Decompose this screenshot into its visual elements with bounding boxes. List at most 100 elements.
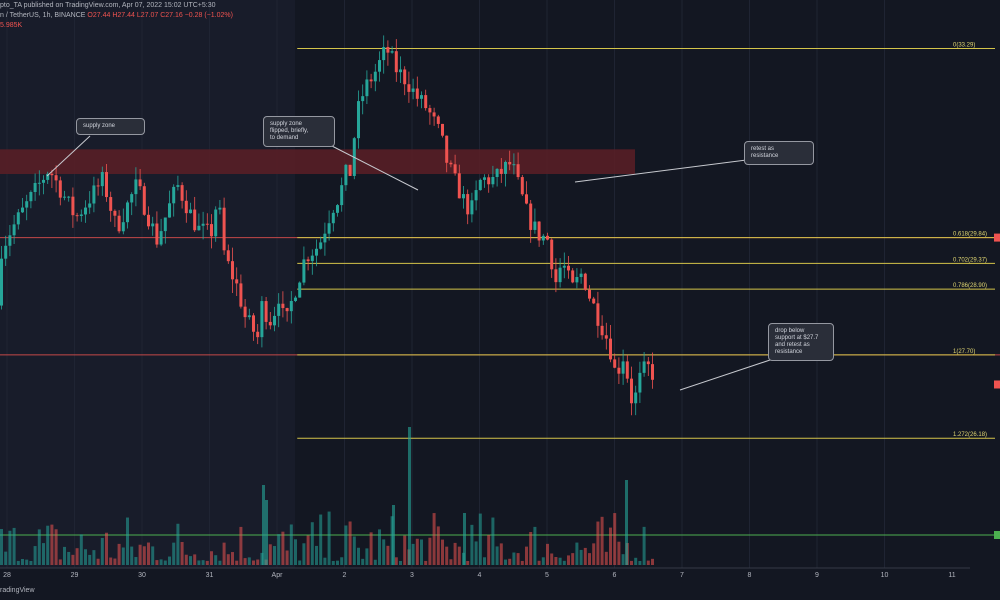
volume-bar bbox=[155, 560, 159, 565]
volume-bar bbox=[646, 560, 650, 565]
volume-bar bbox=[294, 539, 297, 565]
volume-bar bbox=[289, 524, 293, 565]
volume-bar-spike bbox=[408, 427, 411, 565]
volume-bar bbox=[67, 551, 71, 565]
volume-bar bbox=[126, 517, 129, 565]
candle-body bbox=[315, 248, 318, 256]
candle-body bbox=[617, 367, 621, 374]
candle-body bbox=[239, 283, 243, 307]
candle-body bbox=[285, 308, 289, 312]
x-tick-label: 9 bbox=[815, 572, 819, 579]
volume-bar bbox=[365, 548, 369, 565]
volume-bar bbox=[134, 557, 138, 565]
candle-body bbox=[554, 269, 558, 283]
x-tick-label: Apr bbox=[272, 572, 284, 579]
volume-bar bbox=[512, 552, 516, 565]
x-tick-label: 2 bbox=[343, 572, 347, 579]
candle-body bbox=[96, 185, 100, 187]
symbol-ohlc-row: n / TetherUS, 1h, BINANCE O27.44 H27.44 … bbox=[0, 12, 233, 19]
candle-body bbox=[483, 177, 486, 180]
candle-body bbox=[298, 282, 302, 298]
volume-bar bbox=[596, 521, 600, 565]
volume-bar bbox=[277, 534, 281, 565]
volume-bar bbox=[235, 560, 239, 565]
volume-bar bbox=[541, 557, 545, 565]
annotation-supply-zone[interactable]: supply zone bbox=[76, 118, 145, 135]
candle-body bbox=[373, 71, 377, 82]
volume-bar bbox=[634, 557, 638, 565]
volume-bar bbox=[382, 539, 386, 565]
volume-bar bbox=[210, 551, 213, 565]
volume-bar bbox=[71, 554, 75, 565]
volume-bar bbox=[558, 557, 562, 565]
candle-body bbox=[50, 173, 54, 176]
callout-pointer bbox=[46, 135, 91, 177]
volume-bar bbox=[315, 545, 318, 565]
candle-body bbox=[420, 95, 423, 99]
volume-bar bbox=[37, 529, 41, 565]
volume-bar-spike bbox=[625, 480, 628, 565]
volume-bar bbox=[373, 559, 377, 565]
volume-bar bbox=[378, 529, 381, 565]
candle-body bbox=[646, 361, 650, 365]
candle-body bbox=[256, 331, 260, 338]
volume-bar bbox=[260, 552, 264, 565]
candle-body bbox=[163, 217, 167, 232]
publish-info: pto_TA published on TradingView.com, Apr… bbox=[0, 2, 216, 9]
candle-body bbox=[113, 210, 117, 216]
volume-bar bbox=[403, 535, 407, 565]
candle-body bbox=[537, 221, 541, 241]
volume-bar bbox=[609, 527, 612, 565]
candle-body bbox=[12, 224, 16, 236]
supply-zone-band bbox=[0, 149, 635, 174]
volume-bar bbox=[457, 546, 461, 565]
volume-bar bbox=[399, 560, 402, 565]
annotation-zone-flipped[interactable]: supply zone flipped, briefly, to demand bbox=[263, 116, 335, 147]
volume-bar bbox=[306, 535, 310, 565]
x-tick-label: 5 bbox=[545, 572, 549, 579]
volume-bar bbox=[592, 543, 596, 565]
volume-bar bbox=[184, 554, 188, 565]
candle-body bbox=[575, 277, 579, 283]
candle-body bbox=[247, 315, 251, 318]
volume-bar bbox=[336, 560, 339, 565]
candle-body bbox=[58, 180, 62, 198]
volume-bar bbox=[344, 525, 348, 565]
candle-body bbox=[382, 47, 386, 61]
candle-body bbox=[344, 164, 348, 186]
volume-bar bbox=[348, 521, 352, 565]
volume-bar bbox=[537, 560, 541, 565]
candle-body bbox=[487, 177, 491, 185]
candle-body bbox=[466, 194, 470, 215]
candle-body bbox=[159, 231, 163, 245]
candle-body bbox=[361, 96, 365, 102]
price-marker-green bbox=[994, 531, 1000, 539]
candle-body bbox=[546, 235, 549, 240]
volume-bar bbox=[554, 556, 558, 565]
candle-body bbox=[172, 186, 176, 204]
volume-bar bbox=[357, 547, 360, 565]
volume-bar bbox=[638, 560, 642, 565]
supply-zone bbox=[0, 149, 635, 174]
volume-bar-spike bbox=[392, 505, 395, 565]
volume-bar bbox=[533, 526, 537, 565]
volume-bar bbox=[508, 558, 512, 565]
annotation-drop-below-support[interactable]: drop below support at $27.7 and retest a… bbox=[768, 323, 834, 361]
volume-bar bbox=[445, 546, 449, 565]
x-tick-label: 4 bbox=[478, 572, 482, 579]
candle-body bbox=[436, 116, 440, 124]
volume-bar bbox=[252, 560, 255, 565]
candle-body bbox=[201, 223, 205, 226]
candle-body bbox=[634, 392, 638, 404]
time-axis: 28 29 30 31 Apr 2 3 4 5 6 7 8 9 10 11 bbox=[3, 572, 956, 579]
volume-bar bbox=[327, 511, 331, 565]
volume-bar bbox=[298, 560, 302, 565]
volume-bar bbox=[151, 546, 155, 565]
annotation-retest-resistance[interactable]: retest as resistance bbox=[744, 141, 814, 165]
candle-body bbox=[579, 273, 583, 278]
volume-bar bbox=[550, 553, 554, 565]
volume-bar bbox=[273, 546, 276, 565]
callout-pointer bbox=[329, 144, 419, 191]
volume-bar bbox=[88, 554, 92, 565]
candle-body bbox=[226, 250, 230, 262]
